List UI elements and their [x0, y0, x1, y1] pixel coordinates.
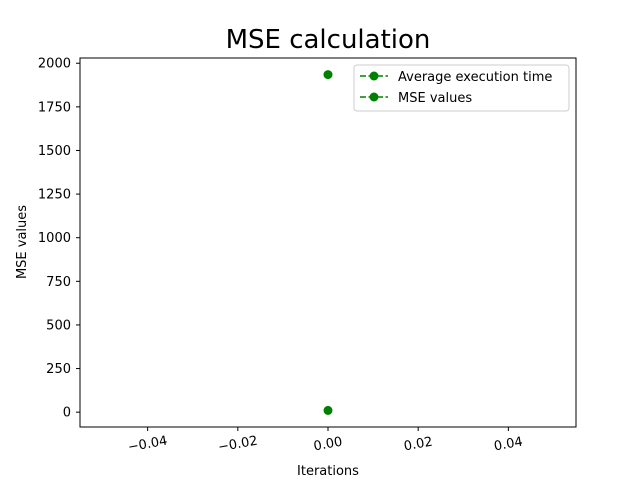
x-tick-label: 0.00: [313, 435, 344, 455]
data-point-mse-values: [323, 70, 333, 80]
x-axis-label: Iterations: [297, 464, 359, 479]
data-points: [323, 70, 333, 415]
y-tick-label: 750: [46, 275, 71, 290]
x-tick-label: 0.02: [403, 435, 434, 455]
chart-title: MSE calculation: [226, 25, 431, 55]
legend-label-average-execution-time: Average execution time: [398, 70, 552, 85]
legend-marker-mse-values: [369, 92, 379, 102]
y-axis-label: MSE values: [15, 205, 30, 279]
legend-label-mse-values: MSE values: [398, 91, 472, 106]
y-tick-label: 250: [46, 362, 71, 377]
x-tick-label: 0.04: [493, 435, 524, 455]
legend-marker-average-execution-time: [369, 71, 379, 81]
x-axis-ticks: −0.04 −0.02 0.00 0.02 0.04: [127, 427, 524, 455]
y-tick-label: 1750: [38, 100, 71, 115]
y-tick-label: 0: [63, 406, 71, 421]
legend: Average execution time MSE values: [353, 64, 570, 112]
legend-box: [353, 64, 570, 112]
data-point-average-execution-time: [323, 405, 333, 415]
plot-area-frame: [79, 57, 577, 428]
y-axis-ticks: 0 250 500 750 1000 1250 1500 1750 2000: [38, 57, 80, 421]
x-tick-label: −0.04: [127, 434, 169, 456]
y-tick-label: 1000: [38, 231, 71, 246]
y-tick-label: 1500: [38, 144, 71, 159]
y-tick-label: 1250: [38, 188, 71, 203]
x-tick-label: −0.02: [217, 434, 259, 456]
y-tick-label: 2000: [38, 57, 71, 72]
y-tick-label: 500: [46, 318, 71, 333]
